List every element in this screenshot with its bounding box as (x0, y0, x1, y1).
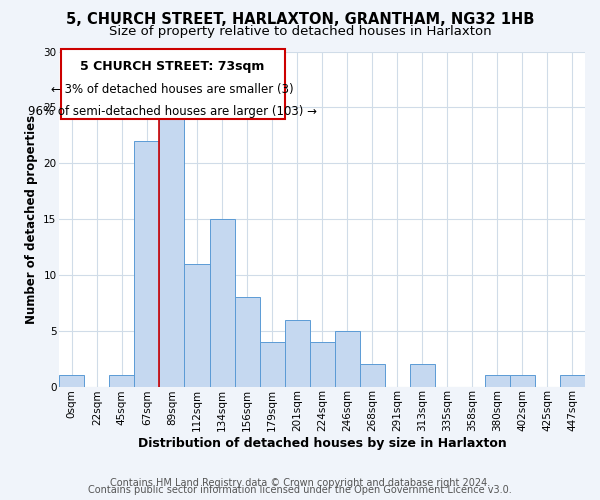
Text: Size of property relative to detached houses in Harlaxton: Size of property relative to detached ho… (109, 25, 491, 38)
Text: ← 3% of detached houses are smaller (3): ← 3% of detached houses are smaller (3) (51, 83, 294, 96)
Text: 5, CHURCH STREET, HARLAXTON, GRANTHAM, NG32 1HB: 5, CHURCH STREET, HARLAXTON, GRANTHAM, N… (66, 12, 534, 28)
Bar (59, 376, 85, 386)
X-axis label: Distribution of detached houses by size in Harlaxton: Distribution of detached houses by size … (138, 437, 506, 450)
Bar (134, 141, 160, 386)
Bar (485, 376, 510, 386)
Bar (184, 264, 209, 386)
Bar (410, 364, 435, 386)
Bar (61, 50, 284, 118)
Text: 96% of semi-detached houses are larger (103) →: 96% of semi-detached houses are larger (… (28, 105, 317, 118)
Text: Contains HM Land Registry data © Crown copyright and database right 2024.: Contains HM Land Registry data © Crown c… (110, 478, 490, 488)
Bar (109, 376, 134, 386)
Bar (510, 376, 535, 386)
Text: 5 CHURCH STREET: 73sqm: 5 CHURCH STREET: 73sqm (80, 60, 265, 74)
Bar (560, 376, 585, 386)
Bar (160, 118, 184, 386)
Bar (360, 364, 385, 386)
Bar (209, 219, 235, 386)
Y-axis label: Number of detached properties: Number of detached properties (25, 114, 38, 324)
Bar (235, 297, 260, 386)
Bar (284, 320, 310, 386)
Bar (260, 342, 284, 386)
Bar (335, 330, 360, 386)
Bar (310, 342, 335, 386)
Text: Contains public sector information licensed under the Open Government Licence v3: Contains public sector information licen… (88, 485, 512, 495)
